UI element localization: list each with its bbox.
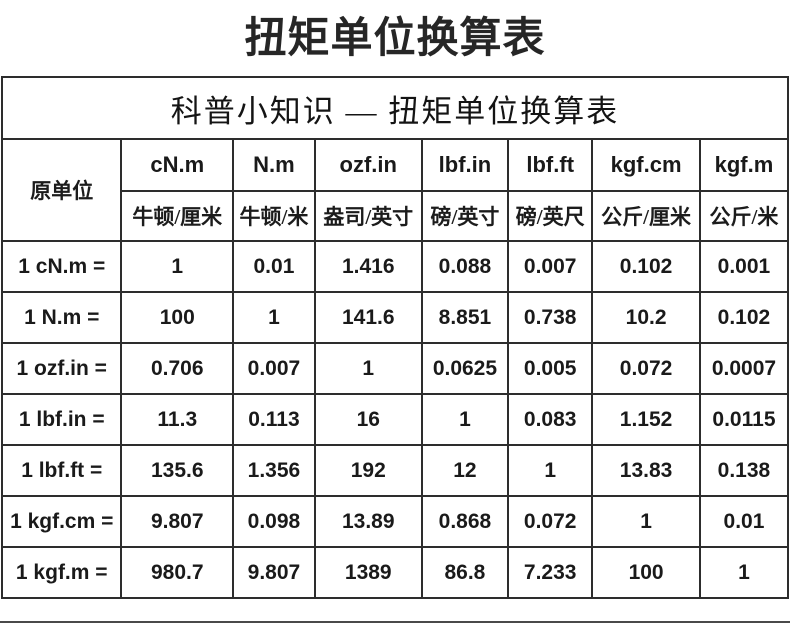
value-cell: 11.3 (120, 393, 235, 446)
column-header-chinese: 公斤/厘米 (591, 190, 701, 242)
table-head: 科普小知识 — 扭矩单位换算表 原单位 cN.m N.m ozf.in lbf.in l… (0, 76, 790, 242)
value-cell: 0.868 (420, 495, 510, 548)
column-header-unit: N.m (232, 138, 316, 192)
chinese-header-row: 牛顿/厘米 牛顿/米 盎司/英寸 磅/英寸 磅/英尺 公斤/厘米 公斤/米 (2, 190, 790, 242)
table-row: 1 cN.m = 1 0.01 1.416 0.088 0.007 0.102 0.001 (0, 240, 790, 293)
table-row: 1 kgf.cm = 9.807 0.098 13.89 0.868 0.072 1 0.01 (0, 495, 790, 548)
unit-header-row: 原单位 cN.m N.m ozf.in lbf.in lbf.ft kgf.cm kgf.m (0, 138, 790, 242)
column-header-chinese: 盎司/英寸 (313, 190, 423, 242)
value-cell: 0.0007 (698, 342, 790, 395)
value-cell: 7.233 (507, 546, 594, 599)
column-header-unit: ozf.in (313, 138, 423, 192)
caption-row: 科普小知识 — 扭矩单位换算表 (1, 76, 789, 140)
table-row: 1 N.m = 100 1 141.6 8.851 0.738 10.2 0.102 (0, 291, 790, 344)
value-cell: 141.6 (313, 291, 423, 344)
value-cell: 135.6 (120, 444, 235, 497)
page-title: 扭矩单位换算表 (244, 14, 546, 61)
value-cell: 0.005 (507, 342, 594, 395)
column-header-unit: cN.m (120, 138, 235, 192)
value-cell: 1 (507, 444, 594, 497)
value-cell: 0.007 (232, 342, 316, 395)
value-cell: 13.89 (313, 495, 423, 548)
column-header-chinese: 牛顿/米 (232, 190, 316, 242)
value-cell: 100 (591, 546, 701, 599)
value-cell: 9.807 (120, 495, 235, 548)
table-row: 1 ozf.in = 0.706 0.007 1 0.0625 0.005 0.072 0.0… (0, 342, 790, 395)
bottom-divider (0, 621, 790, 623)
value-cell: 0.01 (232, 240, 316, 293)
value-cell: 0.001 (698, 240, 790, 293)
column-header-unit: kgf.cm (591, 138, 701, 192)
column-header-unit: kgf.m (698, 138, 790, 192)
value-cell: 0.102 (591, 240, 701, 293)
value-cell: 100 (120, 291, 235, 344)
column-header-chinese: 磅/英尺 (507, 190, 594, 242)
row-label: 1 ozf.in = (0, 342, 123, 395)
row-label: 1 kgf.m = (0, 546, 123, 599)
value-cell: 10.2 (591, 291, 701, 344)
value-cell: 9.807 (232, 546, 316, 599)
table-body: 1 cN.m = 1 0.01 1.416 0.088 0.007 0.102 0.001 1 … (0, 240, 790, 599)
column-header-chinese: 牛顿/厘米 (120, 190, 235, 242)
value-cell: 0.738 (507, 291, 594, 344)
value-cell: 1 (591, 495, 701, 548)
table-row: 1 kgf.m = 980.7 9.807 1389 86.8 7.233 100 1 (0, 546, 790, 599)
row-label: 1 N.m = (0, 291, 123, 344)
value-cell: 0.098 (232, 495, 316, 548)
value-cell: 1 (420, 393, 510, 446)
column-header-chinese: 磅/英寸 (420, 190, 510, 242)
table-caption: 科普小知识 — 扭矩单位换算表 (1, 76, 789, 140)
value-cell: 1.356 (232, 444, 316, 497)
value-cell: 0.113 (232, 393, 316, 446)
row-label: 1 kgf.cm = (0, 495, 123, 548)
value-cell: 0.083 (507, 393, 594, 446)
value-cell: 0.0625 (420, 342, 510, 395)
value-cell: 0.706 (120, 342, 235, 395)
value-cell: 1 (313, 342, 423, 395)
value-cell: 8.851 (420, 291, 510, 344)
value-cell: 980.7 (120, 546, 235, 599)
value-cell: 1 (698, 546, 790, 599)
value-cell: 0.01 (698, 495, 790, 548)
value-cell: 1 (120, 240, 235, 293)
value-cell: 12 (420, 444, 510, 497)
value-cell: 0.072 (507, 495, 594, 548)
value-cell: 0.072 (591, 342, 701, 395)
value-cell: 16 (313, 393, 423, 446)
column-header-unit: lbf.ft (507, 138, 594, 192)
table-row: 1 lbf.ft = 135.6 1.356 192 12 1 13.83 0.138 (0, 444, 790, 497)
table-row: 1 lbf.in = 11.3 0.113 16 1 0.083 1.152 0.0115 (0, 393, 790, 446)
value-cell: 13.83 (591, 444, 701, 497)
value-cell: 0.088 (420, 240, 510, 293)
value-cell: 0.0115 (698, 393, 790, 446)
value-cell: 1.152 (591, 393, 701, 446)
value-cell: 86.8 (420, 546, 510, 599)
row-label: 1 lbf.in = (0, 393, 123, 446)
value-cell: 0.007 (507, 240, 594, 293)
row-label: 1 lbf.ft = (0, 444, 123, 497)
value-cell: 0.102 (698, 291, 790, 344)
row-header-cell: 原单位 (0, 138, 123, 242)
value-cell: 1 (232, 291, 316, 344)
row-label: 1 cN.m = (0, 240, 123, 293)
value-cell: 1.416 (313, 240, 423, 293)
column-header-chinese: 公斤/米 (698, 190, 790, 242)
column-header-unit: lbf.in (420, 138, 510, 192)
value-cell: 192 (313, 444, 423, 497)
value-cell: 1389 (313, 546, 423, 599)
value-cell: 0.138 (698, 444, 790, 497)
conversion-table: 科普小知识 — 扭矩单位换算表 原单位 cN.m N.m ozf.in lbf.in l… (0, 76, 790, 599)
